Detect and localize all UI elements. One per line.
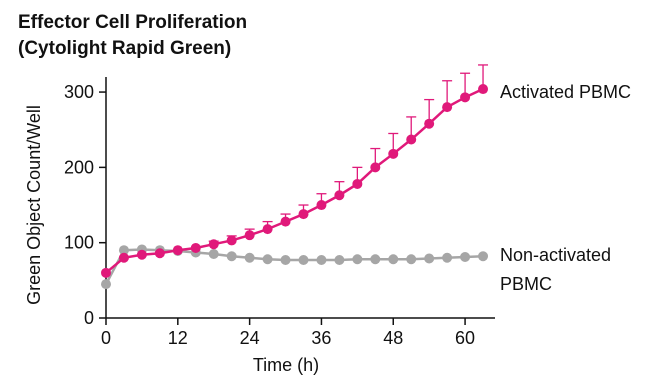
data-point <box>244 252 255 263</box>
data-point <box>154 248 165 259</box>
data-point <box>244 230 255 241</box>
data-point <box>101 279 111 290</box>
data-point <box>370 254 381 265</box>
chart-title-line-1: Effector Cell Proliferation <box>18 12 248 33</box>
series-activated-pbmc <box>101 64 489 278</box>
data-point <box>334 255 345 266</box>
data-point <box>406 254 417 265</box>
data-point <box>262 224 273 235</box>
data-point <box>172 245 183 256</box>
data-point <box>370 162 381 173</box>
y-tick-label: 0 <box>84 308 94 328</box>
data-point <box>352 254 363 265</box>
data-point <box>118 245 129 256</box>
y-tick-label: 100 <box>64 233 94 253</box>
x-tick-label: 36 <box>311 328 331 348</box>
data-point <box>208 239 219 250</box>
series-label-non-activated-line-2: PBMC <box>500 274 552 294</box>
x-tick-label: 12 <box>168 328 188 348</box>
data-point <box>334 190 345 201</box>
y-tick-label: 200 <box>64 157 94 177</box>
series-label-activated-pbmc: Activated PBMC <box>500 82 631 102</box>
data-point <box>424 118 435 129</box>
data-point <box>262 254 273 265</box>
data-point <box>424 253 435 264</box>
axes: 0 100 200 300 0 12 24 36 48 60 <box>64 77 495 348</box>
x-tick-label: 0 <box>101 328 111 348</box>
data-point <box>298 255 309 266</box>
data-point <box>298 209 309 220</box>
chart-title: Effector Cell Proliferation (Cytolight R… <box>18 10 247 62</box>
x-tick-label: 24 <box>240 328 260 348</box>
x-axis-label: Time (h) <box>253 355 319 375</box>
data-point <box>280 255 291 266</box>
data-point <box>478 251 489 262</box>
series-line <box>105 87 484 274</box>
data-point <box>442 102 453 113</box>
data-point <box>316 200 327 211</box>
data-point <box>388 148 399 159</box>
y-axis-label: Green Object Count/Well <box>24 105 44 305</box>
x-tick-label: 60 <box>455 328 475 348</box>
data-point <box>101 267 111 278</box>
data-point <box>136 249 147 260</box>
data-point <box>442 252 453 263</box>
data-point <box>316 255 327 266</box>
data-point <box>388 254 399 265</box>
series-label-non-activated-line-1: Non-activated <box>500 245 611 265</box>
data-point <box>478 84 489 95</box>
data-point <box>280 216 291 227</box>
data-point <box>226 235 237 246</box>
y-tick-label: 300 <box>64 82 94 102</box>
series-layer: Activated PBMC Non-activated PBMC <box>101 64 631 294</box>
data-point <box>406 134 417 145</box>
x-tick-label: 48 <box>383 328 403 348</box>
data-point <box>208 248 219 259</box>
data-point <box>226 251 237 262</box>
data-point <box>190 242 201 253</box>
data-point <box>352 178 363 189</box>
data-point <box>460 251 471 262</box>
chart-title-line-2: (Cytolight Rapid Green) <box>18 38 232 59</box>
data-point <box>118 252 129 263</box>
data-point <box>460 92 471 103</box>
